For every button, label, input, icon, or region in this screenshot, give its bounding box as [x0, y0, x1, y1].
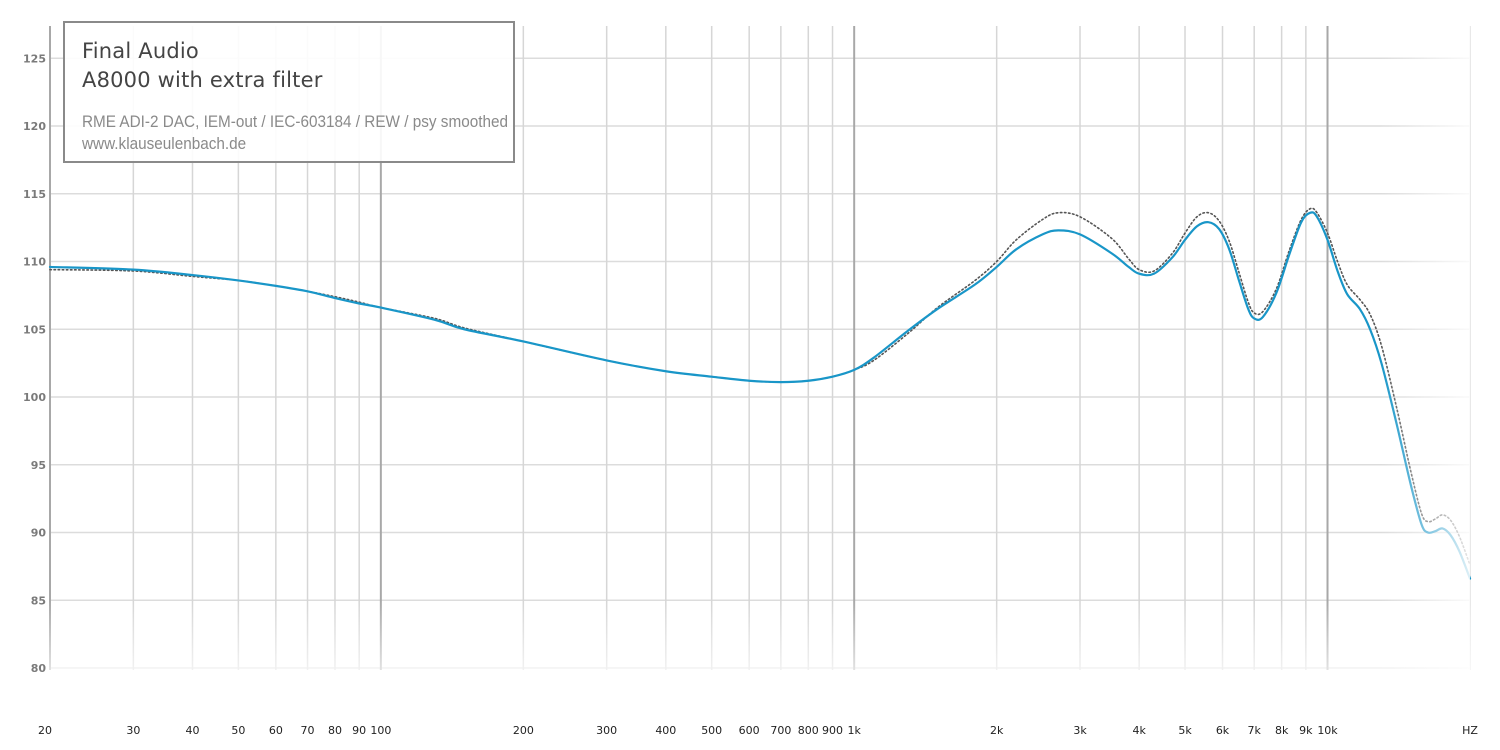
x-tick-label: 70	[301, 724, 315, 737]
legend-box: Final Audio A8000 with extra filter RME …	[63, 21, 515, 163]
solid-series-line	[48, 211, 1472, 580]
x-tick-label: 500	[701, 724, 722, 737]
y-tick-label: 105	[23, 323, 46, 336]
x-tick-label: 800	[798, 724, 819, 737]
x-tick-label: 10k	[1317, 724, 1338, 737]
x-tick-label: 7k	[1248, 724, 1262, 737]
x-tick-label: 5k	[1178, 724, 1192, 737]
legend-model: A8000 with extra filter	[82, 68, 323, 92]
x-tick-label: 600	[739, 724, 760, 737]
x-tick-label: 90	[352, 724, 366, 737]
x-tick-label: 3k	[1073, 724, 1087, 737]
x-tick-label: 6k	[1216, 724, 1230, 737]
x-axis-tick-labels: 20 30 40 50 60 70 80 90 100 200 300 400 500 600 700 800…	[38, 724, 1478, 737]
right-fade-overlay	[1380, 20, 1470, 680]
y-tick-label: 115	[23, 188, 46, 201]
x-tick-label: 8k	[1275, 724, 1289, 737]
x-tick-label: 60	[269, 724, 283, 737]
x-tick-label: 20	[38, 724, 52, 737]
y-tick-label: 80	[31, 662, 47, 675]
x-tick-label: 700	[770, 724, 791, 737]
y-tick-label: 90	[31, 527, 47, 540]
x-tick-label: 50	[231, 724, 245, 737]
y-tick-label: 85	[31, 594, 46, 607]
series-layer	[48, 207, 1472, 580]
y-tick-label: 125	[23, 52, 46, 65]
y-tick-label: 120	[23, 120, 46, 133]
y-tick-label: 100	[23, 391, 46, 404]
x-tick-label: 40	[185, 724, 199, 737]
x-tick-label: 30	[126, 724, 140, 737]
x-unit-label: HZ	[1462, 724, 1478, 737]
x-tick-label: 200	[513, 724, 534, 737]
x-tick-label: 9k	[1299, 724, 1313, 737]
x-tick-label: 100	[370, 724, 391, 737]
bottom-fade-overlay	[40, 600, 1480, 690]
legend-website: www.klauseulenbach.de	[82, 134, 247, 153]
dotted-series-line	[49, 207, 1471, 566]
x-tick-label: 80	[328, 724, 342, 737]
x-tick-label: 4k	[1132, 724, 1146, 737]
legend-setup: RME ADI-2 DAC, IEM-out / IEC-603184 / RE…	[82, 112, 508, 131]
y-axis-tick-labels: 80 85 90 95 100 105 110 115 120 125	[23, 52, 46, 675]
x-tick-label: 300	[596, 724, 617, 737]
x-tick-label: 900	[822, 724, 843, 737]
y-tick-label: 95	[31, 459, 46, 472]
x-tick-label: 1k	[847, 724, 861, 737]
x-tick-label: 400	[655, 724, 676, 737]
x-tick-label: 2k	[990, 724, 1004, 737]
legend-brand: Final Audio	[82, 39, 199, 63]
y-tick-label: 110	[23, 256, 46, 269]
